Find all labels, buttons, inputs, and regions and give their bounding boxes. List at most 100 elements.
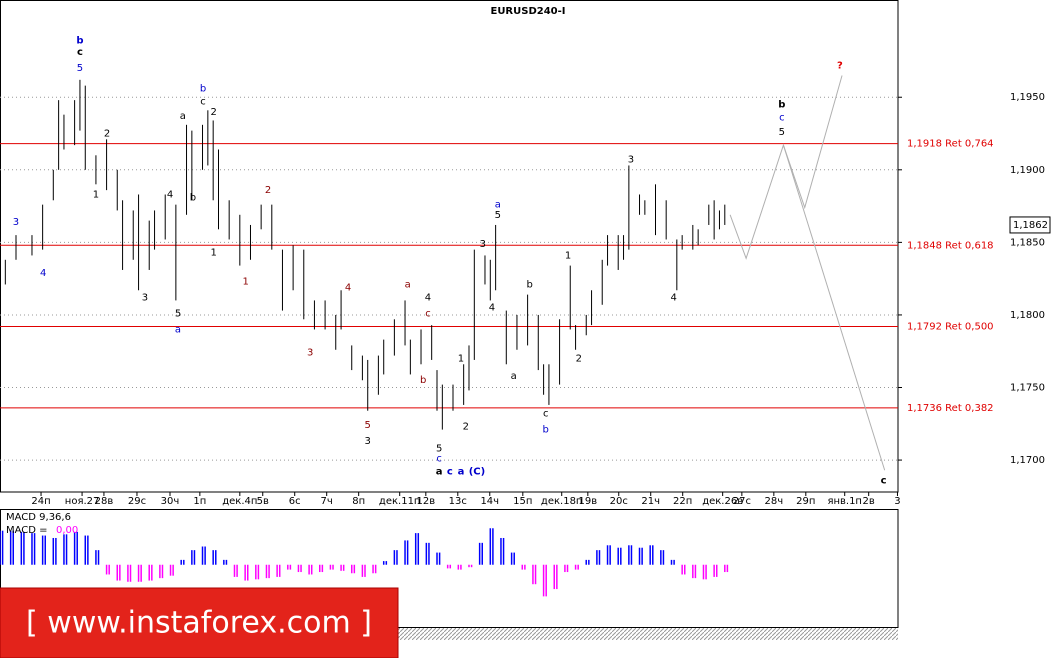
wave-label: 2 — [576, 353, 582, 364]
x-tick-label: 3 — [894, 496, 900, 507]
wave-label: 4 — [345, 282, 351, 293]
level-label: 1,1848 Ret 0,618 — [907, 240, 994, 251]
x-tick-label: дек.18п — [541, 496, 583, 507]
wave-label: 1 — [242, 277, 248, 288]
wave-label: 1 — [458, 353, 464, 364]
x-tick-label: 19в — [579, 496, 598, 507]
wave-label: 3 — [13, 217, 19, 228]
wave-label: ? — [837, 60, 843, 71]
x-tick-label: 29с — [128, 496, 146, 507]
wave-label: c — [779, 113, 785, 124]
y-tick-label: 1,1800 — [1010, 310, 1045, 321]
last-price-box — [1009, 216, 1051, 234]
wave-label: b — [420, 375, 426, 386]
wave-label: 3 — [628, 155, 634, 166]
x-tick-label: 15п — [513, 496, 532, 507]
wave-label: a — [436, 467, 443, 478]
wave-label: c — [436, 454, 442, 465]
x-tick-label: 30ч — [161, 496, 180, 507]
x-tick-label: 27с — [733, 496, 751, 507]
wave-label: b — [543, 425, 549, 436]
wave-label: 5 — [365, 420, 371, 431]
y-tick-label: 1,1900 — [1010, 165, 1045, 176]
wave-label: c — [425, 308, 431, 319]
wave-label: 5 — [436, 443, 442, 454]
x-tick-label: 28ч — [765, 496, 784, 507]
wave-label: a — [495, 200, 501, 211]
wave-label: a — [405, 279, 411, 290]
wave-label: c — [77, 47, 83, 58]
wave-label: 5 — [495, 210, 501, 221]
wave-label: 4 — [40, 268, 46, 279]
x-tick-label: 29п — [796, 496, 815, 507]
level-label: 1,1736 Ret 0,382 — [907, 403, 994, 414]
wave-label: 5 — [175, 308, 181, 319]
projection-line — [782, 144, 886, 471]
wave-label: c — [447, 467, 453, 478]
x-tick-label: 8п — [352, 496, 365, 507]
wave-label: 1 — [565, 250, 571, 261]
chart-title: EURUSD240-I — [490, 6, 565, 17]
wave-label: 5 — [77, 63, 83, 74]
x-tick-label: 22п — [673, 496, 692, 507]
wave-label: 4 — [167, 189, 173, 200]
wave-label: a — [511, 371, 517, 382]
wave-label: b — [778, 99, 785, 110]
x-tick-label: 2в — [863, 496, 875, 507]
plot-frame — [0, 0, 899, 493]
macd-name: MACD 9,36,6 — [6, 512, 71, 523]
wave-label: c — [543, 409, 549, 420]
wave-label: c — [881, 475, 887, 486]
wave-label: 5 — [779, 127, 785, 138]
wave-label: 1 — [211, 248, 217, 259]
x-tick-label: дек.26в — [702, 496, 743, 507]
x-tick-label: 12в — [417, 496, 436, 507]
y-tick-label: 1,1700 — [1010, 455, 1045, 466]
level-label: 1,1792 Ret 0,500 — [907, 322, 994, 333]
x-tick-label: 6с — [289, 496, 301, 507]
y-tick-label: 1,1750 — [1010, 383, 1045, 394]
wave-label: 2 — [265, 185, 271, 196]
wave-label: b — [527, 279, 533, 290]
x-tick-label: 7ч — [321, 496, 333, 507]
y-tick-label: 1,1850 — [1010, 237, 1045, 248]
wave-label: 4 — [670, 293, 676, 304]
wave-label: a — [180, 111, 186, 122]
x-tick-label: дек.4п — [222, 496, 257, 507]
wave-label: a — [458, 467, 465, 478]
x-tick-label: 1п — [193, 496, 206, 507]
macd-current: 0,00 — [56, 525, 78, 536]
wave-label: c — [200, 97, 206, 108]
wave-label: 4 — [489, 303, 495, 314]
macd-frame — [0, 509, 899, 628]
wave-label: 3 — [480, 239, 486, 250]
x-tick-label: 13с — [449, 496, 467, 507]
wave-label: 3 — [142, 293, 148, 304]
x-tick-label: дек.11п — [379, 496, 421, 507]
wave-label: 2 — [104, 129, 110, 140]
banner — [0, 587, 399, 658]
wave-label: b — [200, 84, 206, 95]
scroll-area — [398, 628, 898, 640]
banner-text: [ www.instaforex.com ] — [26, 606, 372, 641]
wave-label: 1 — [93, 189, 99, 200]
x-tick-label: янв.1п — [827, 496, 862, 507]
x-tick-label: 24п — [31, 496, 50, 507]
wave-label: 3 — [365, 436, 371, 447]
wave-label: 4 — [425, 293, 431, 304]
wave-label: b — [190, 192, 196, 203]
last-price-label: 1,1862 — [1013, 220, 1048, 231]
wave-label: 2 — [463, 422, 469, 433]
wave-label: a — [175, 324, 181, 335]
wave-label: 3 — [307, 348, 313, 359]
x-tick-label: 5в — [257, 496, 269, 507]
level-label: 1,1918 Ret 0,764 — [907, 139, 994, 150]
wave-label: (C) — [469, 467, 485, 478]
y-tick-label: 1,1950 — [1010, 92, 1045, 103]
x-tick-label: 14ч — [480, 496, 499, 507]
x-tick-label: 28в — [95, 496, 114, 507]
x-tick-label: 20с — [610, 496, 628, 507]
x-tick-label: ноя.27 — [65, 496, 100, 507]
wave-label: b — [76, 36, 83, 47]
